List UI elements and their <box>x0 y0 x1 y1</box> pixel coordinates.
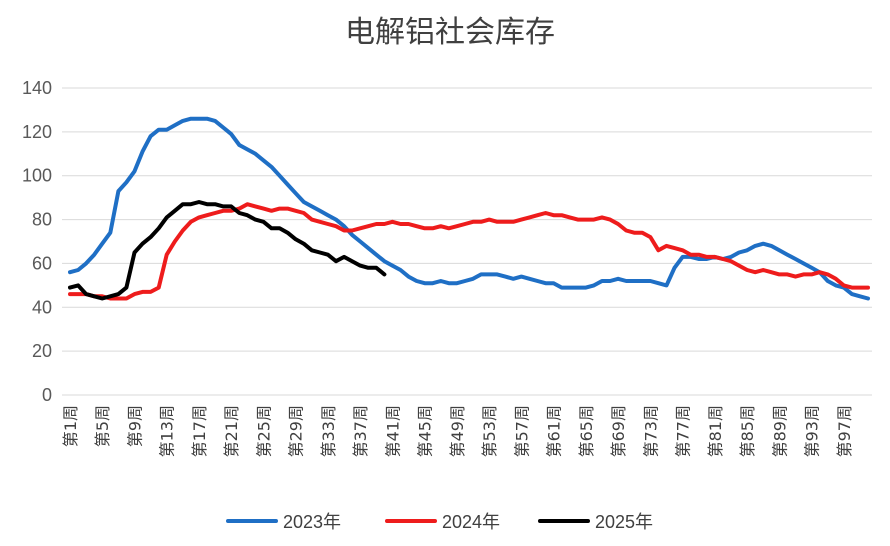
legend-label: 2024年 <box>442 512 500 532</box>
x-axis-ticks: 第1周 第5周 第9周 第13周 第17周 第21周 第25周 第29周 第33周 第37周 第41… <box>61 405 854 457</box>
x-tick-label: 第81周 <box>706 405 725 457</box>
y-tick-label: 0 <box>42 385 52 405</box>
x-tick-label: 第9周 <box>125 405 144 447</box>
x-tick-label: 第21周 <box>222 405 241 457</box>
y-tick-label: 80 <box>32 210 52 230</box>
y-tick-label: 100 <box>22 166 52 186</box>
grid-layer <box>62 87 872 396</box>
x-tick-label: 第97周 <box>835 405 854 457</box>
legend: 2023年 2024年 2025年 <box>226 512 653 532</box>
legend-label: 2025年 <box>595 512 653 532</box>
x-tick-label: 第73周 <box>641 405 660 457</box>
x-tick-label: 第33周 <box>319 405 338 457</box>
x-tick-label: 第41周 <box>383 405 402 457</box>
x-tick-label: 第5周 <box>93 405 112 447</box>
chart-title: 电解铝社会库存 <box>345 15 555 50</box>
x-tick-label: 第89周 <box>770 405 789 457</box>
y-tick-label: 120 <box>22 122 52 142</box>
y-tick-label: 20 <box>32 341 52 361</box>
x-tick-label: 第61周 <box>545 405 564 457</box>
x-tick-label: 第29周 <box>287 405 306 457</box>
x-tick-label: 第77周 <box>674 405 693 457</box>
x-tick-label: 第57周 <box>512 405 531 457</box>
x-tick-label: 第13周 <box>158 405 177 457</box>
y-tick-label: 60 <box>32 253 52 273</box>
series-line-2024年 <box>68 202 870 301</box>
x-tick-label: 第49周 <box>448 405 467 457</box>
x-tick-label: 第25周 <box>254 405 273 457</box>
series-layer <box>68 116 870 301</box>
x-tick-label: 第69周 <box>609 405 628 457</box>
x-tick-label: 第93周 <box>803 405 822 457</box>
x-tick-label: 第1周 <box>61 405 80 447</box>
x-tick-label: 第37周 <box>351 405 370 457</box>
y-tick-label: 40 <box>32 297 52 317</box>
x-tick-label: 第85周 <box>738 405 757 457</box>
legend-label: 2023年 <box>283 512 341 532</box>
x-tick-label: 第45周 <box>416 405 435 457</box>
x-tick-label: 第65周 <box>577 405 596 457</box>
x-tick-label: 第53周 <box>480 405 499 457</box>
series-line-2023年 <box>68 116 870 301</box>
series-line-2025年 <box>68 200 387 301</box>
y-axis-ticks: 0 20 40 60 80 100 120 140 <box>22 78 52 405</box>
y-tick-label: 140 <box>22 78 52 98</box>
x-tick-label: 第17周 <box>190 405 209 457</box>
